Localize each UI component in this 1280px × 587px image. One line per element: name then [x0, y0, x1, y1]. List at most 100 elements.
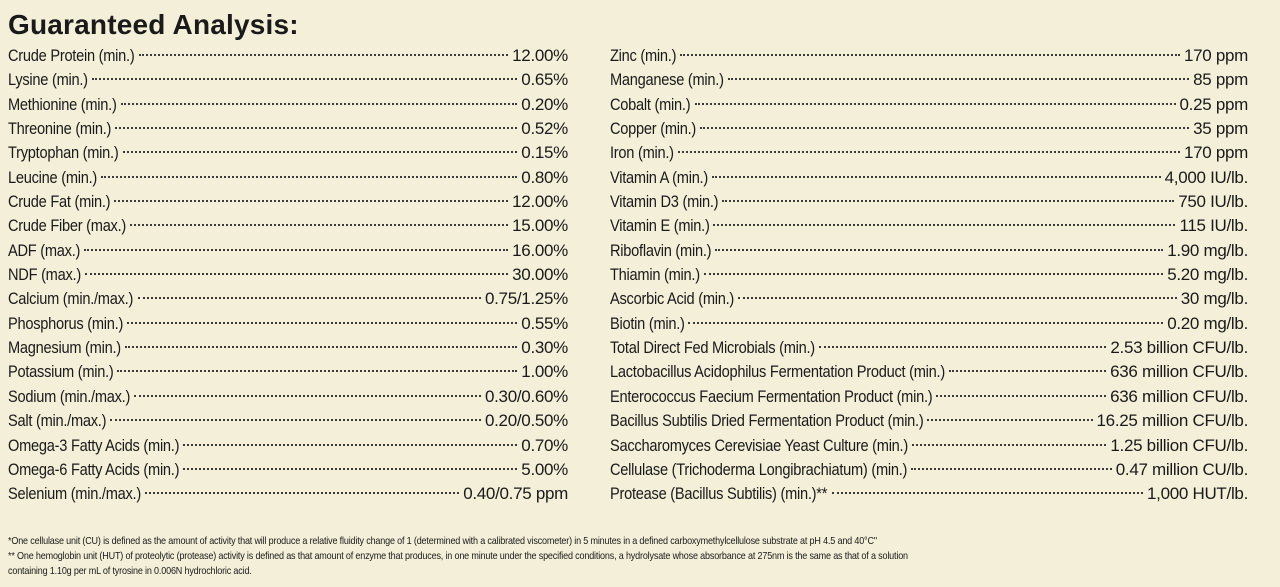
dot-leader — [100, 175, 518, 178]
analysis-row: ADF (max.) 16.00% — [8, 239, 568, 263]
nutrient-value: 1.90 mg/lb. — [1167, 240, 1248, 260]
nutrient-value: 0.80% — [521, 167, 568, 187]
dot-leader — [912, 443, 1107, 446]
nutrient-label: Total Direct Fed Microbials (min.) — [610, 338, 815, 358]
dot-leader — [727, 78, 1190, 81]
nutrient-value: 0.52% — [521, 119, 568, 139]
dot-leader — [711, 175, 1161, 178]
dot-leader — [120, 102, 518, 105]
analysis-row: Protease (Bacillus Subtilis) (min.)** 1,0… — [610, 482, 1248, 506]
analysis-row: Vitamin D3 (min.) 750 IU/lb. — [610, 190, 1248, 214]
nutrient-label: Protease (Bacillus Subtilis) (min.)** — [610, 484, 828, 504]
dot-leader — [910, 467, 1112, 470]
nutrient-label: Omega-3 Fatty Acids (min.) — [8, 435, 180, 455]
left-analysis-column: Crude Protein (min.) 12.00% Lysine (min.) 0… — [8, 44, 568, 507]
nutrient-label: Crude Fiber (max.) — [8, 216, 127, 236]
dot-leader — [84, 248, 509, 251]
footnote-protease-continued: containing 1.10g per mL of tyrosine in 0… — [8, 565, 252, 577]
dot-leader — [137, 297, 481, 300]
nutrient-label: Vitamin A (min.) — [610, 167, 708, 187]
nutrient-value: 0.20/0.50% — [484, 411, 568, 431]
footnote-protease: ** One hemoglobin unit (HUT) of proteoly… — [8, 550, 908, 562]
nutrient-value: 15.00% — [512, 216, 568, 236]
nutrient-value: 170 ppm — [1183, 143, 1248, 163]
nutrient-value: 12.00% — [512, 192, 568, 212]
analysis-row: Thiamin (min.) 5.20 mg/lb. — [610, 263, 1248, 287]
nutrient-value: 30 mg/lb. — [1180, 289, 1248, 309]
dot-leader — [138, 54, 509, 56]
nutrient-value: 0.55% — [521, 313, 568, 333]
analysis-row: Cellulase (Trichoderma Longibrachiatum) … — [610, 458, 1248, 482]
dot-leader — [927, 419, 1093, 422]
nutrient-label: Omega-6 Fatty Acids (min.) — [8, 459, 180, 479]
nutrient-label: Lysine (min.) — [8, 70, 88, 90]
analysis-row: NDF (max.) 30.00% — [8, 263, 568, 287]
dot-leader — [114, 200, 509, 203]
nutrient-value: 16.00% — [512, 240, 568, 260]
analysis-row: Selenium (min./max.) 0.40/0.75 ppm — [8, 482, 568, 506]
analysis-row: Calcium (min./max.) 0.75/1.25% — [8, 287, 568, 311]
nutrient-value: 750 IU/lb. — [1178, 192, 1248, 212]
analysis-row: Lactobacillus Acidophilus Fermentation P… — [610, 360, 1248, 384]
nutrient-label: Vitamin D3 (min.) — [610, 192, 719, 212]
nutrient-label: Iron (min.) — [610, 143, 674, 163]
nutrient-label: Thiamin (min.) — [610, 265, 700, 285]
analysis-row: Leucine (min.) 0.80% — [8, 166, 568, 190]
nutrient-label: Ascorbic Acid (min.) — [610, 289, 735, 309]
nutrient-value: 170 ppm — [1183, 46, 1248, 65]
nutrient-value: 0.20% — [521, 94, 568, 114]
analysis-row: Tryptophan (min.) 0.15% — [8, 141, 568, 165]
nutrient-label: Potassium (min.) — [8, 362, 114, 382]
dot-leader — [688, 321, 1164, 324]
analysis-row: Crude Protein (min.) 12.00% — [8, 44, 568, 68]
analysis-row: Manganese (min.) 85 ppm — [610, 68, 1248, 92]
analysis-row: Zinc (min.) 170 ppm — [610, 44, 1248, 68]
nutrient-label: Sodium (min./max.) — [8, 386, 131, 406]
dot-leader — [949, 370, 1107, 373]
nutrient-label: Salt (min./max.) — [8, 411, 107, 431]
dot-leader — [122, 151, 518, 154]
analysis-row: Methionine (min.) 0.20% — [8, 93, 568, 117]
nutrient-value: 1,000 HUT/lb. — [1147, 484, 1248, 504]
dot-leader — [91, 78, 518, 81]
analysis-row: Cobalt (min.) 0.25 ppm — [610, 93, 1248, 117]
nutrient-value: 4,000 IU/lb. — [1164, 167, 1248, 187]
nutrient-value: 636 million CFU/lb. — [1110, 362, 1248, 382]
analysis-row: Copper (min.) 35 ppm — [610, 117, 1248, 141]
nutrient-value: 1.00% — [521, 362, 568, 382]
nutrient-label: Lactobacillus Acidophilus Fermentation P… — [610, 362, 945, 382]
nutrient-label: Methionine (min.) — [8, 94, 117, 114]
nutrient-value: 0.30% — [521, 338, 568, 358]
dot-leader — [183, 443, 518, 446]
nutrient-value: 0.25 ppm — [1179, 94, 1248, 114]
nutrient-label: Calcium (min./max.) — [8, 289, 134, 309]
analysis-row: Magnesium (min.) 0.30% — [8, 336, 568, 360]
footnote-cellulase: *One cellulase unit (CU) is defined as t… — [8, 535, 877, 547]
analysis-row: Vitamin E (min.) 115 IU/lb. — [610, 214, 1248, 238]
nutrient-value: 115 IU/lb. — [1179, 216, 1248, 236]
nutrient-value: 5.00% — [521, 459, 568, 479]
dot-leader — [680, 54, 1180, 56]
analysis-row: Potassium (min.) 1.00% — [8, 360, 568, 384]
dot-leader — [738, 297, 1177, 300]
nutrient-label: Magnesium (min.) — [8, 338, 121, 358]
nutrient-label: Biotin (min.) — [610, 313, 685, 333]
nutrient-label: Cobalt (min.) — [610, 94, 691, 114]
dot-leader — [110, 419, 481, 422]
nutrient-value: 0.47 million CU/lb. — [1115, 459, 1248, 479]
analysis-row: Sodium (min./max.) 0.30/0.60% — [8, 385, 568, 409]
right-analysis-column: Zinc (min.) 170 ppm Manganese (min.) 85 ppm… — [610, 44, 1248, 507]
nutrient-label: Selenium (min./max.) — [8, 484, 141, 504]
nutrient-label: Saccharomyces Cerevisiae Yeast Culture (… — [610, 435, 908, 455]
nutrient-label: ADF (max.) — [8, 240, 81, 260]
analysis-row: Lysine (min.) 0.65% — [8, 68, 568, 92]
nutrient-value: 1.25 billion CFU/lb. — [1110, 435, 1248, 455]
dot-leader — [722, 200, 1175, 203]
analysis-row: Vitamin A (min.) 4,000 IU/lb. — [610, 166, 1248, 190]
nutrient-value: 636 million CFU/lb. — [1110, 386, 1248, 406]
dot-leader — [831, 492, 1144, 495]
analysis-row: Phosphorus (min.) 0.55% — [8, 312, 568, 336]
dot-leader — [936, 394, 1107, 397]
nutrient-value: 2.53 billion CFU/lb. — [1110, 338, 1248, 358]
